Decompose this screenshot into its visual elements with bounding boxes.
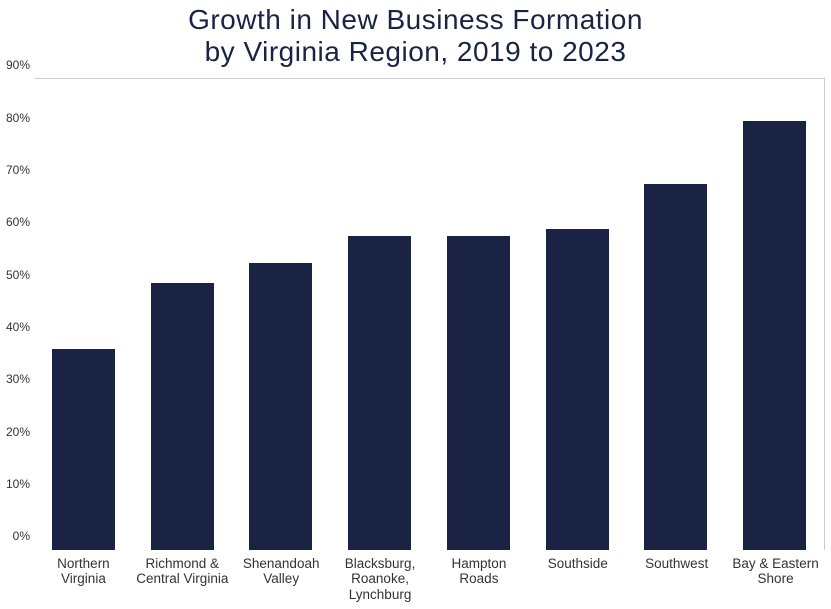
bar-slot: [133, 79, 232, 550]
y-tick-label: 40%: [2, 320, 30, 334]
bar-slot: [429, 79, 528, 550]
y-tick-label: 50%: [2, 268, 30, 282]
x-axis-label: Bay & Eastern Shore: [726, 550, 825, 601]
y-tick-label: 90%: [2, 58, 30, 72]
chart-title-line1: Growth in New Business Formation: [188, 4, 643, 35]
bar-slot: [330, 79, 429, 550]
y-tick-label: 0%: [2, 529, 30, 543]
x-axis-label: Shenandoah Valley: [232, 550, 331, 601]
bar: [546, 229, 609, 551]
bar: [151, 283, 214, 550]
x-axis-label: Richmond & Central Virginia: [133, 550, 232, 601]
bar-slot: [34, 79, 133, 550]
bar: [644, 184, 707, 550]
chart-title-line2: by Virginia Region, 2019 to 2023: [205, 36, 627, 67]
bar: [249, 263, 312, 551]
bar: [743, 121, 806, 550]
bar: [348, 236, 411, 550]
x-axis-label: Northern Virginia: [34, 550, 133, 601]
x-axis-label: Southside: [528, 550, 627, 601]
y-tick-label: 70%: [2, 163, 30, 177]
bar: [52, 349, 115, 550]
plot-area: 0%10%20%30%40%50%60%70%80%90%: [34, 78, 825, 550]
bar-slot: [725, 79, 824, 550]
chart-title: Growth in New Business Formation by Virg…: [0, 0, 831, 74]
x-axis-label: Southwest: [627, 550, 726, 601]
bar: [447, 236, 510, 550]
bars-container: [34, 79, 824, 550]
y-tick-label: 30%: [2, 372, 30, 386]
chart-container: 0%10%20%30%40%50%60%70%80%90% Northern V…: [2, 78, 825, 601]
x-axis-labels: Northern VirginiaRichmond & Central Virg…: [34, 550, 825, 601]
bar-slot: [627, 79, 726, 550]
x-axis-label: Blacksburg, Roanoke, Lynchburg: [331, 550, 430, 601]
bar-slot: [528, 79, 627, 550]
y-tick-label: 20%: [2, 425, 30, 439]
y-tick-label: 80%: [2, 111, 30, 125]
bar-slot: [232, 79, 331, 550]
x-axis-label: Hampton Roads: [430, 550, 529, 601]
y-tick-label: 10%: [2, 477, 30, 491]
y-tick-label: 60%: [2, 215, 30, 229]
